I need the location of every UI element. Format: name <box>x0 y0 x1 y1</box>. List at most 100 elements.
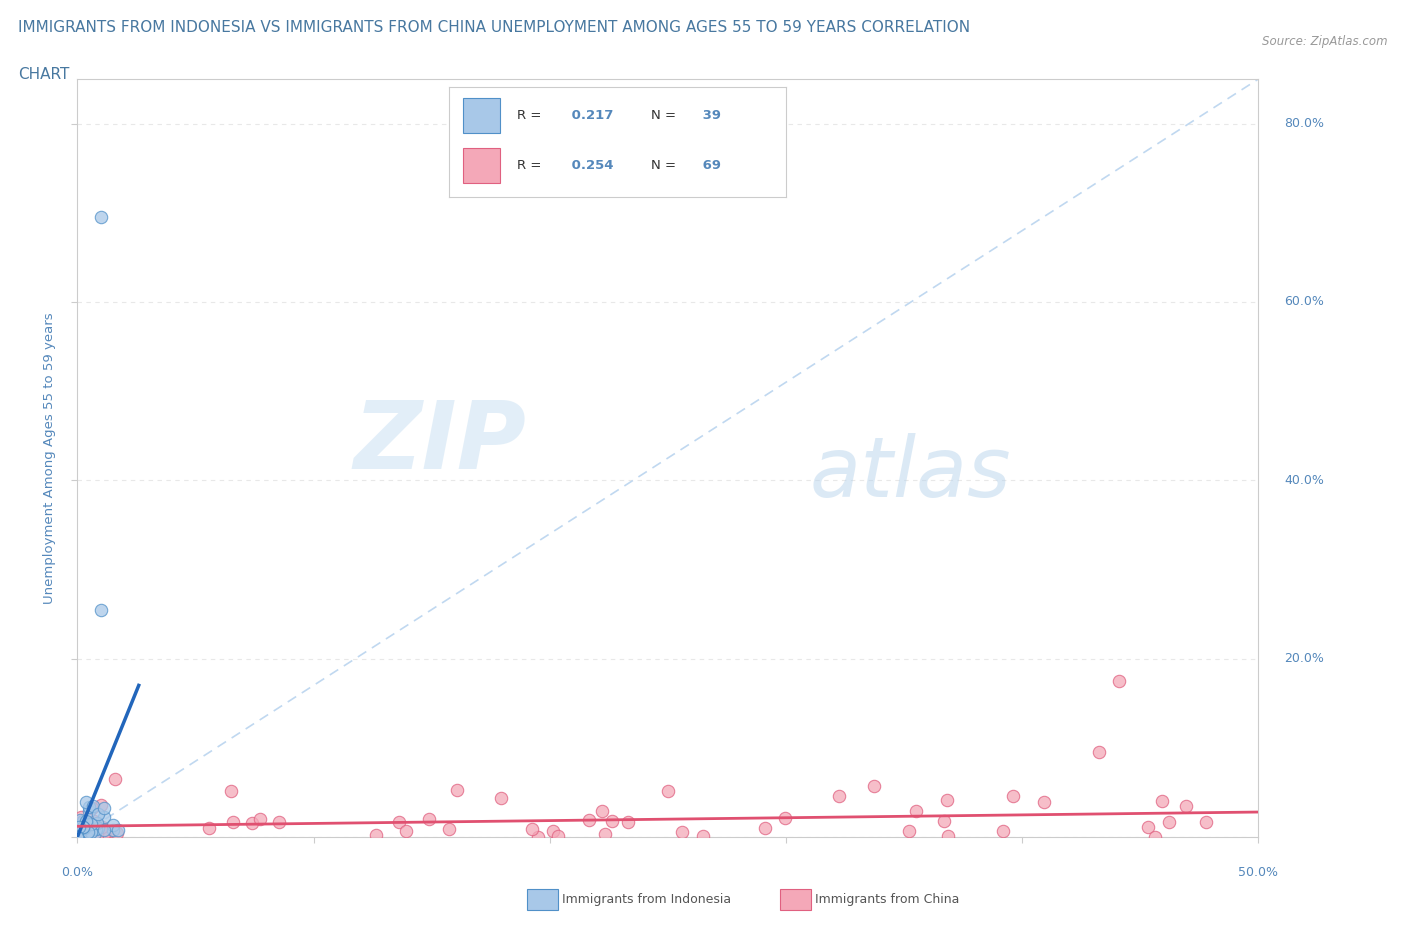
Text: Immigrants from Indonesia: Immigrants from Indonesia <box>562 893 731 906</box>
Point <box>600 814 623 829</box>
Point <box>80 817 103 831</box>
Text: 20.0%: 20.0% <box>1284 652 1324 665</box>
Point <box>591 804 613 818</box>
Point <box>657 783 679 798</box>
Point <box>66 830 89 844</box>
Point <box>67 820 90 835</box>
Point <box>66 830 89 844</box>
Text: 0.0%: 0.0% <box>62 866 93 879</box>
Point <box>72 820 94 835</box>
Point <box>863 779 886 794</box>
Point <box>222 815 245 830</box>
Point <box>67 816 90 830</box>
Point <box>66 830 89 844</box>
Point <box>418 812 440 827</box>
Point <box>547 829 569 844</box>
Point <box>692 829 714 844</box>
Point <box>77 822 100 837</box>
Point <box>75 815 97 830</box>
Point <box>66 830 89 844</box>
Point <box>66 830 89 844</box>
Point <box>77 804 100 818</box>
Point <box>388 815 411 830</box>
Point <box>541 824 564 839</box>
Text: 60.0%: 60.0% <box>1284 296 1324 309</box>
Point <box>1175 798 1198 813</box>
Point <box>437 821 460 836</box>
Text: Source: ZipAtlas.com: Source: ZipAtlas.com <box>1263 35 1388 48</box>
Point <box>93 823 115 838</box>
Point <box>936 792 959 807</box>
Point <box>80 801 103 816</box>
Point <box>87 806 110 821</box>
Point <box>1152 793 1174 808</box>
Point <box>66 830 89 844</box>
Point <box>616 815 638 830</box>
Text: CHART: CHART <box>18 67 70 82</box>
Point <box>77 825 100 840</box>
Text: ZIP: ZIP <box>353 397 526 489</box>
Point <box>520 822 543 837</box>
Point <box>86 821 108 836</box>
Point <box>66 824 89 839</box>
Point <box>76 817 98 831</box>
Point <box>1108 673 1130 688</box>
Text: 80.0%: 80.0% <box>1284 117 1324 130</box>
Point <box>76 823 98 838</box>
Text: 50.0%: 50.0% <box>1239 866 1278 879</box>
Point <box>101 823 124 838</box>
Point <box>1136 819 1159 834</box>
Point <box>66 830 89 844</box>
Point <box>75 795 97 810</box>
Point <box>105 826 128 841</box>
Point <box>66 830 89 844</box>
Point <box>489 790 512 805</box>
Point <box>198 820 221 835</box>
Point <box>364 828 387 843</box>
Point <box>91 820 114 835</box>
Text: IMMIGRANTS FROM INDONESIA VS IMMIGRANTS FROM CHINA UNEMPLOYMENT AMONG AGES 55 TO: IMMIGRANTS FROM INDONESIA VS IMMIGRANTS … <box>18 20 970 35</box>
Point <box>84 822 107 837</box>
Point <box>1001 789 1024 804</box>
Point <box>86 828 108 843</box>
Point <box>934 813 956 828</box>
Point <box>93 810 115 825</box>
Point <box>593 826 616 841</box>
Point <box>93 801 115 816</box>
Point <box>395 823 418 838</box>
Point <box>1087 745 1109 760</box>
Point <box>90 798 112 813</box>
Point <box>72 820 94 835</box>
Point <box>1033 794 1056 809</box>
Point <box>75 821 97 836</box>
Point <box>827 788 849 803</box>
Point <box>775 811 797 826</box>
Point <box>107 822 129 837</box>
Point <box>104 772 127 787</box>
Point <box>66 830 89 844</box>
Point <box>66 830 89 844</box>
Point <box>754 820 776 835</box>
Point <box>82 798 104 813</box>
Point <box>219 784 242 799</box>
Point <box>86 816 108 830</box>
Point <box>66 830 89 844</box>
Point <box>69 813 91 828</box>
Point <box>97 823 120 838</box>
Point <box>76 827 98 842</box>
Point <box>79 822 101 837</box>
Point <box>84 826 107 841</box>
Point <box>80 825 103 840</box>
Point <box>69 809 91 824</box>
Point <box>1194 815 1216 830</box>
Point <box>1143 830 1166 844</box>
Point <box>240 816 263 830</box>
Point <box>90 210 112 225</box>
Point <box>578 813 600 828</box>
Point <box>936 829 959 844</box>
Point <box>991 823 1014 838</box>
Point <box>905 804 928 818</box>
Point <box>72 813 94 828</box>
Point <box>93 827 115 842</box>
Point <box>69 826 91 841</box>
